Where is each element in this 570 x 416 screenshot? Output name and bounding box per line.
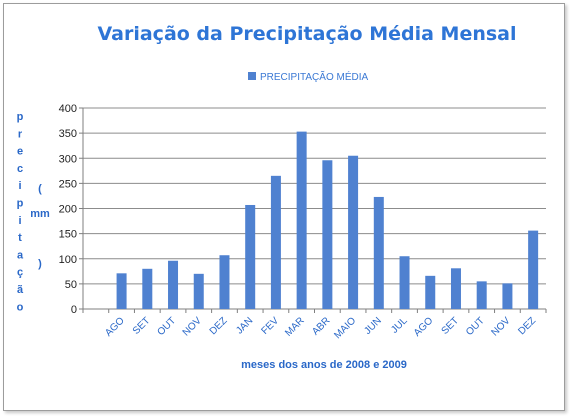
x-tick-label: NOV: [181, 315, 204, 338]
chart-frame: Variação da Precipitação Média Mensal PR…: [3, 3, 565, 411]
bar: [322, 160, 333, 309]
x-tick-label: OUT: [155, 315, 178, 338]
y-label-char: o: [17, 301, 24, 313]
y-tick-label: 0: [71, 304, 77, 316]
x-axis-label: meses dos anos de 2008 e 2009: [241, 359, 407, 371]
y-label-char: ã: [17, 284, 24, 296]
bar: [142, 268, 153, 309]
y-label-char: c: [17, 163, 23, 175]
bar: [425, 275, 436, 309]
y-unit-char: (: [38, 183, 42, 195]
x-tick-label: SET: [440, 315, 462, 337]
y-axis-unit-label: ( mm): [30, 183, 50, 270]
y-tick-label: 200: [59, 204, 77, 216]
bar: [399, 256, 410, 309]
bar: [373, 196, 384, 309]
bars: [116, 131, 539, 309]
grid: [79, 107, 547, 313]
legend-label: PRECIPITAÇÃO MÉDIA: [260, 70, 368, 83]
bar: [476, 281, 487, 309]
y-label-char: t: [18, 232, 22, 244]
x-tick-label: MAIO: [332, 315, 358, 341]
y-label-char: e: [17, 146, 23, 158]
x-tick-label: ABR: [310, 315, 332, 337]
bar: [168, 260, 179, 309]
x-tick-label: FEV: [260, 315, 282, 337]
bar: [219, 255, 230, 309]
y-tick-label: 50: [65, 279, 77, 291]
y-axis-ticks: 0 50 100 150 200 250 300 350 400: [59, 103, 77, 316]
y-label-char: a: [17, 249, 24, 261]
x-tick-label: MAR: [283, 315, 307, 339]
legend: PRECIPITAÇÃO MÉDIA: [248, 70, 368, 83]
y-tick-label: 100: [59, 254, 77, 266]
y-tick-label: 250: [59, 178, 77, 190]
y-tick-label: 150: [59, 229, 77, 241]
x-tick-label: AGO: [412, 315, 436, 339]
chart: Variação da Precipitação Média Mensal PR…: [17, 23, 547, 371]
legend-swatch: [248, 72, 256, 80]
y-label-char: i: [18, 180, 21, 192]
x-tick-label: OUT: [464, 315, 487, 338]
bar: [270, 175, 281, 309]
x-tick-label: DEZ: [208, 315, 230, 337]
y-label-char: p: [17, 111, 24, 123]
x-tick-label: SET: [131, 315, 153, 337]
y-label-char: r: [18, 128, 23, 140]
bar: [528, 230, 539, 309]
y-tick-label: 400: [59, 103, 77, 115]
x-tick-label: NOV: [489, 315, 512, 338]
bar: [296, 131, 307, 309]
y-tick-label: 350: [59, 128, 77, 140]
y-label-char: i: [18, 215, 21, 227]
y-label-char: ç: [17, 267, 23, 279]
x-tick-label: JUN: [362, 315, 384, 337]
x-tick-label: DEZ: [516, 315, 538, 337]
chart-title: Variação da Precipitação Média Mensal: [97, 23, 516, 45]
x-tick-label: AGO: [103, 315, 127, 339]
bar: [348, 155, 359, 309]
bar: [502, 283, 513, 309]
x-axis-ticks: AGO SET OUT NOV DEZ JAN FEV MAR ABR MAIO JUN JUL AGO…: [103, 315, 538, 341]
x-tick-label: JUL: [389, 315, 410, 336]
y-label-char: p: [17, 198, 24, 210]
y-tick-label: 300: [59, 153, 77, 165]
y-unit-char: ): [38, 258, 42, 270]
bar: [450, 268, 461, 309]
bar: [116, 273, 127, 309]
y-unit-char: mm: [30, 208, 50, 220]
x-tick-label: JAN: [234, 315, 255, 336]
bar: [245, 204, 256, 309]
bar: [193, 273, 204, 309]
